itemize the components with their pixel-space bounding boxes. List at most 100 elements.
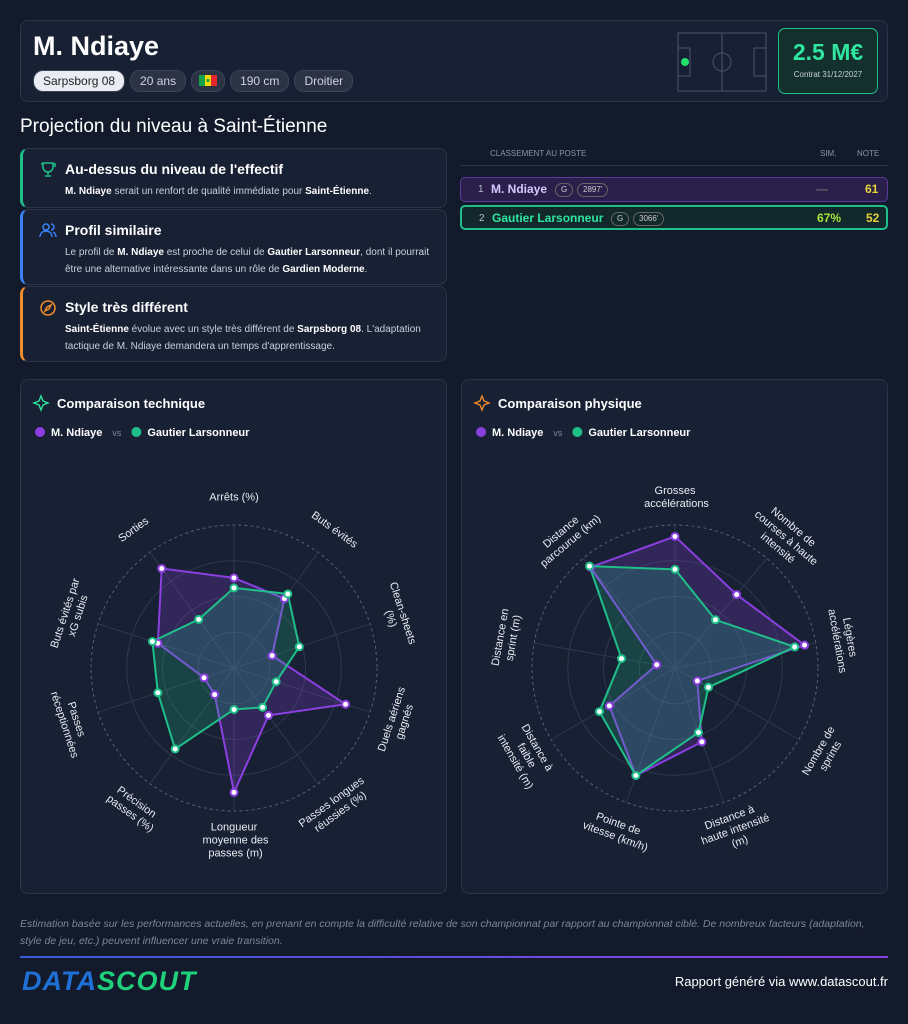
label-line: accélérations bbox=[641, 498, 709, 510]
insight-title: Style très différent bbox=[65, 299, 188, 315]
label-line: Buts évités bbox=[309, 509, 360, 551]
spoke bbox=[97, 623, 235, 669]
tag-row: Sarpsborg 08 20 ans 190 cm Droitier bbox=[33, 70, 358, 92]
column-label: SIM. bbox=[820, 149, 837, 158]
insight-icon bbox=[39, 299, 57, 322]
axis-label: Buts évités bbox=[309, 509, 360, 551]
spoke bbox=[97, 667, 235, 713]
title-icon bbox=[32, 394, 50, 412]
spoke bbox=[233, 667, 319, 784]
tag: 20 ans bbox=[130, 70, 187, 92]
axis-label: Buts évités par xG subis bbox=[49, 577, 95, 654]
spoke bbox=[149, 667, 235, 784]
flag-icon bbox=[199, 75, 218, 86]
label-line: passes (m) bbox=[205, 848, 262, 860]
similarity: 67% bbox=[817, 211, 842, 225]
note: 52 bbox=[866, 211, 880, 225]
insight-card: Au-dessus du niveau de l'effectif M. Ndia… bbox=[20, 148, 447, 208]
text-segment: . L'adaptation tactique de M. Ndiaye dem… bbox=[65, 324, 421, 352]
legend-label: M. Ndiaye bbox=[51, 427, 102, 439]
insight-title: Profil similaire bbox=[65, 222, 162, 238]
chart-title: Comparaison physique bbox=[498, 396, 642, 411]
icon bbox=[39, 223, 57, 238]
player-name: M. Ndiaye bbox=[491, 182, 548, 196]
axis-label: Distance en sprint (m) bbox=[490, 608, 525, 670]
data-point bbox=[229, 704, 239, 714]
axis-label: Arrêts (%) bbox=[209, 491, 259, 503]
pitch-circle bbox=[712, 52, 732, 72]
insight-text: Le profil de M. Ndiaye est proche de cel… bbox=[65, 244, 432, 278]
axis-label: Sorties bbox=[116, 515, 151, 545]
tag: 190 cm bbox=[230, 70, 290, 92]
label-line: moyenne des bbox=[199, 835, 269, 847]
axis-label: Nombre de courses à haute intensité bbox=[741, 497, 828, 578]
data-point bbox=[703, 682, 713, 692]
axis-label: Précision passes (%) bbox=[102, 780, 164, 834]
legend-label: Gautier Larsonneur bbox=[588, 427, 691, 439]
column-label: CLASSEMENT AU POSTE bbox=[490, 149, 587, 158]
text-segment: Sarpsborg 08 bbox=[297, 324, 362, 335]
axis-label: Distance à haute intensité (m) bbox=[692, 800, 775, 861]
insight-icon bbox=[39, 161, 57, 184]
text-segment: Le profil de bbox=[65, 247, 118, 258]
legend-joiner: vs bbox=[112, 428, 122, 438]
data-point bbox=[631, 771, 641, 781]
text-segment: Saint-Étienne bbox=[65, 324, 129, 335]
position-pill: G bbox=[555, 183, 574, 197]
legend-joiner: vs bbox=[553, 428, 563, 438]
data-point bbox=[229, 583, 239, 593]
axis-label: Passes longues réussies (%) bbox=[297, 774, 375, 840]
text-segment: Gautier Larsonneur bbox=[267, 247, 361, 258]
data-point bbox=[594, 707, 604, 717]
rank: 1 bbox=[478, 184, 484, 195]
radar-chart: Comparaison technique M. Ndiaye vs Gautier … bbox=[32, 394, 418, 860]
data-point bbox=[670, 564, 680, 574]
spoke bbox=[674, 558, 768, 669]
text-segment: Gardien Moderne bbox=[282, 264, 365, 275]
chart-panel: Comparaison technique M. Ndiaye vs Gautier … bbox=[20, 379, 447, 894]
divider bbox=[20, 956, 888, 958]
label-line: Longueur bbox=[211, 822, 258, 834]
flag bbox=[191, 70, 226, 92]
text-segment: . bbox=[369, 186, 372, 197]
logo-part: DATA bbox=[22, 966, 97, 996]
data-point bbox=[194, 614, 204, 624]
legend-label: M. Ndiaye bbox=[492, 427, 543, 439]
data-point bbox=[790, 642, 800, 652]
rank: 2 bbox=[479, 213, 485, 224]
text-segment: M. Ndiaye bbox=[117, 247, 164, 258]
minutes-pill: 2897' bbox=[577, 183, 609, 197]
data-point bbox=[710, 615, 720, 625]
player-header: M. Ndiaye Sarpsborg 08 20 ans 190 cm Droiti… bbox=[20, 20, 888, 102]
data-point bbox=[157, 564, 167, 574]
data-point bbox=[147, 636, 157, 646]
data-point bbox=[199, 673, 209, 683]
series-area bbox=[588, 565, 798, 777]
data-point bbox=[271, 677, 281, 687]
data-point bbox=[604, 701, 614, 711]
axis-label: Longueur moyenne des passes (m) bbox=[199, 822, 269, 860]
data-point bbox=[283, 589, 293, 599]
data-point bbox=[170, 744, 180, 754]
title-icon bbox=[473, 394, 491, 412]
pitch-box bbox=[677, 47, 691, 77]
spoke bbox=[233, 552, 319, 669]
section-title: Projection du niveau à Saint-Étienne bbox=[20, 116, 328, 137]
legend-marker bbox=[35, 427, 45, 437]
text-segment: serait un renfort de qualité immédiate p… bbox=[111, 186, 306, 197]
label-line: Grosses bbox=[655, 485, 696, 497]
chart-title: Comparaison technique bbox=[57, 396, 205, 411]
tag: Droitier bbox=[294, 70, 354, 92]
axis-label: Distance parcourue (km) bbox=[528, 503, 604, 572]
insight-card: Profil similaire Le profil de M. Ndiaye e… bbox=[20, 209, 447, 285]
insight-text: Saint-Étienne évolue avec un style très … bbox=[65, 321, 432, 355]
data-point bbox=[693, 728, 703, 738]
market-value: 2.5 M€ bbox=[792, 39, 864, 65]
data-point bbox=[210, 690, 220, 700]
note: 61 bbox=[865, 182, 879, 196]
axis-label: Pointe de vitesse (km/h) bbox=[578, 806, 654, 854]
legend-marker bbox=[131, 427, 142, 437]
position-dot bbox=[681, 58, 689, 66]
ranking-header: CLASSEMENT AU POSTE SIM. NOTE bbox=[460, 149, 888, 166]
